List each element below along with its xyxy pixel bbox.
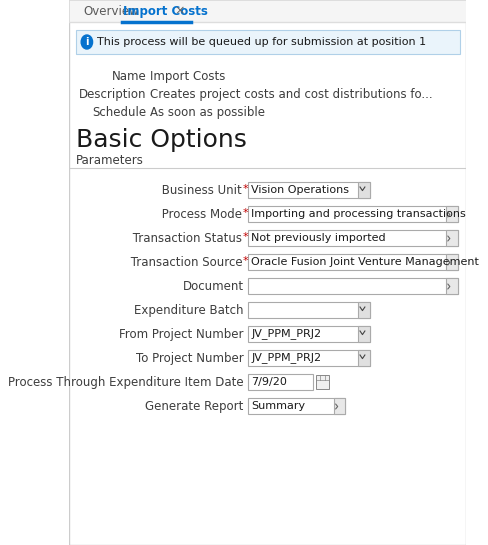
- FancyBboxPatch shape: [358, 350, 369, 366]
- Text: Business Unit: Business Unit: [158, 184, 242, 197]
- FancyBboxPatch shape: [247, 374, 312, 390]
- Text: Overview: Overview: [83, 4, 139, 17]
- FancyBboxPatch shape: [247, 350, 369, 366]
- FancyBboxPatch shape: [445, 254, 457, 270]
- FancyBboxPatch shape: [247, 254, 457, 270]
- FancyBboxPatch shape: [358, 326, 369, 342]
- Text: Transaction Status: Transaction Status: [129, 232, 242, 245]
- Text: Import Costs: Import Costs: [150, 70, 225, 83]
- Text: JV_PPM_PRJ2: JV_PPM_PRJ2: [250, 329, 321, 340]
- FancyBboxPatch shape: [247, 182, 369, 198]
- FancyBboxPatch shape: [75, 30, 459, 54]
- Text: Importing and processing transactions: Importing and processing transactions: [250, 209, 465, 219]
- FancyBboxPatch shape: [247, 326, 369, 342]
- Text: Process Mode: Process Mode: [158, 208, 242, 221]
- FancyBboxPatch shape: [445, 230, 457, 246]
- Text: As soon as possible: As soon as possible: [150, 106, 265, 119]
- FancyBboxPatch shape: [69, 0, 466, 22]
- Text: *: *: [242, 232, 247, 242]
- Text: Creates project costs and cost distributions fo...: Creates project costs and cost distribut…: [150, 88, 432, 101]
- Text: Expenditure Batch: Expenditure Batch: [134, 304, 244, 317]
- Text: Description: Description: [79, 88, 146, 101]
- FancyBboxPatch shape: [445, 278, 457, 294]
- Text: *: *: [242, 184, 247, 194]
- Text: Schedule: Schedule: [92, 106, 146, 119]
- Text: JV_PPM_PRJ2: JV_PPM_PRJ2: [250, 353, 321, 364]
- FancyBboxPatch shape: [315, 375, 328, 389]
- Text: Summary: Summary: [250, 401, 305, 411]
- Text: Process Through Expenditure Item Date: Process Through Expenditure Item Date: [8, 376, 244, 389]
- Text: This process will be queued up for submission at position 1: This process will be queued up for submi…: [97, 37, 425, 47]
- Text: Import Costs: Import Costs: [123, 4, 208, 17]
- FancyBboxPatch shape: [247, 278, 457, 294]
- FancyBboxPatch shape: [247, 206, 457, 222]
- Circle shape: [81, 35, 92, 49]
- FancyBboxPatch shape: [247, 398, 345, 414]
- Text: *: *: [242, 208, 247, 218]
- Text: Document: Document: [183, 280, 244, 293]
- Text: Basic Options: Basic Options: [75, 128, 246, 152]
- FancyBboxPatch shape: [247, 230, 457, 246]
- Text: Vision Operations: Vision Operations: [250, 185, 348, 195]
- Text: Not previously imported: Not previously imported: [250, 233, 385, 243]
- Text: Generate Report: Generate Report: [145, 399, 244, 413]
- Text: *: *: [242, 256, 247, 266]
- Text: i: i: [85, 37, 88, 47]
- FancyBboxPatch shape: [445, 206, 457, 222]
- FancyBboxPatch shape: [358, 302, 369, 318]
- Text: Oracle Fusion Joint Venture Management: Oracle Fusion Joint Venture Management: [250, 257, 478, 267]
- FancyBboxPatch shape: [358, 182, 369, 198]
- FancyBboxPatch shape: [333, 398, 345, 414]
- Text: ×: ×: [174, 4, 185, 17]
- Text: Parameters: Parameters: [75, 154, 143, 167]
- FancyBboxPatch shape: [247, 302, 369, 318]
- Text: Transaction Source: Transaction Source: [126, 256, 242, 269]
- Text: 7/9/20: 7/9/20: [250, 377, 286, 387]
- Text: To Project Number: To Project Number: [136, 352, 244, 365]
- Text: Name: Name: [111, 70, 146, 83]
- Text: From Project Number: From Project Number: [119, 328, 244, 341]
